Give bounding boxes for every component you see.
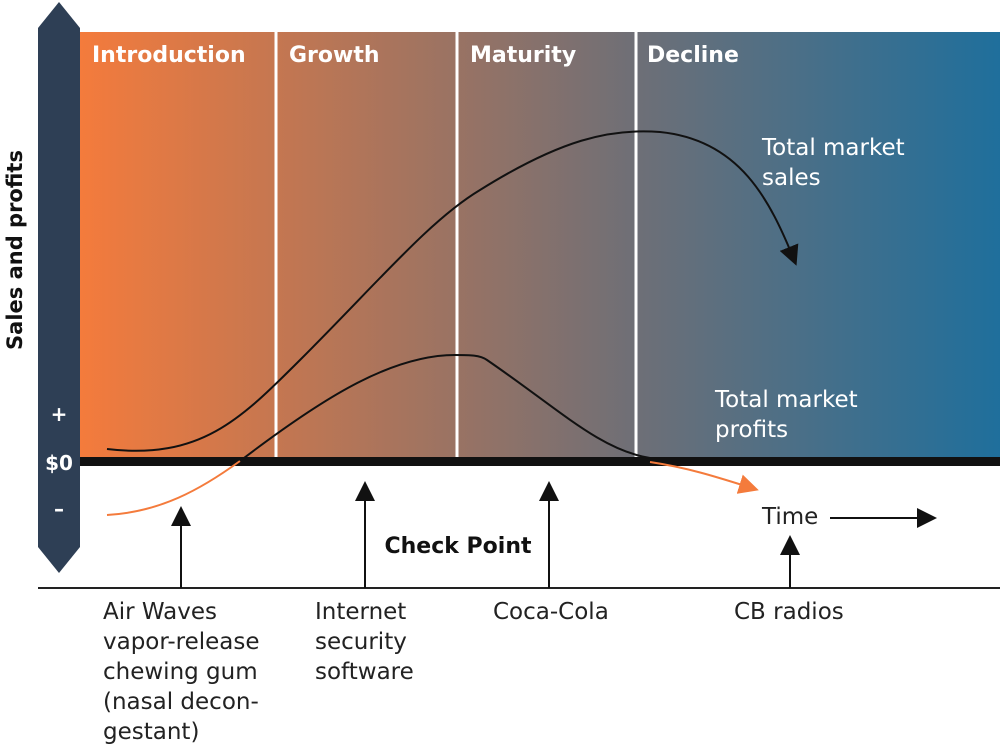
- zero-line: [80, 457, 1000, 466]
- example-line: Internet: [315, 599, 406, 625]
- example-line: (nasal decon-: [103, 689, 259, 715]
- stage-label: Maturity: [470, 43, 576, 68]
- example-line: CB radios: [734, 599, 844, 625]
- zero-label: $0: [45, 451, 73, 475]
- sales-label: Total market sales: [761, 135, 905, 191]
- sales-curve: [106, 130, 799, 452]
- axis-label: Sales and profits: [3, 150, 27, 350]
- example-line: Air Waves: [103, 599, 217, 625]
- example-line: vapor-release: [103, 629, 260, 655]
- examples: Air Waves vapor-release chewing gum (nasal …: [103, 599, 844, 745]
- example-label: CB radios: [734, 599, 844, 625]
- stage-label: Decline: [647, 43, 739, 68]
- profit-curve-decline: [649, 461, 759, 494]
- example-label: Air Waves vapor-release chewing gum (nasal …: [103, 599, 260, 745]
- checkpoint-title: Check Point: [384, 534, 532, 559]
- minus-label: –: [54, 497, 64, 521]
- profits-label: Total market profits: [714, 387, 858, 443]
- example-line: Coca-Cola: [493, 599, 609, 625]
- example-label: Internet security software: [315, 599, 414, 685]
- axis-bar: [38, 2, 80, 573]
- stage-dividers: [274, 32, 638, 458]
- profit-curve: [239, 353, 651, 462]
- plus-label: +: [51, 402, 68, 426]
- example-line: gestant): [103, 719, 199, 745]
- stage-label: Introduction: [92, 43, 246, 68]
- time-label: Time: [761, 504, 818, 530]
- stage-label: Growth: [289, 43, 380, 68]
- stage-background: [80, 32, 1000, 458]
- example-line: chewing gum: [103, 659, 258, 685]
- example-label: Coca-Cola: [493, 599, 609, 625]
- profit-curve-negative: [106, 460, 241, 516]
- example-line: security: [315, 629, 407, 655]
- example-line: software: [315, 659, 414, 685]
- checkpoint-arrows: [171, 481, 937, 588]
